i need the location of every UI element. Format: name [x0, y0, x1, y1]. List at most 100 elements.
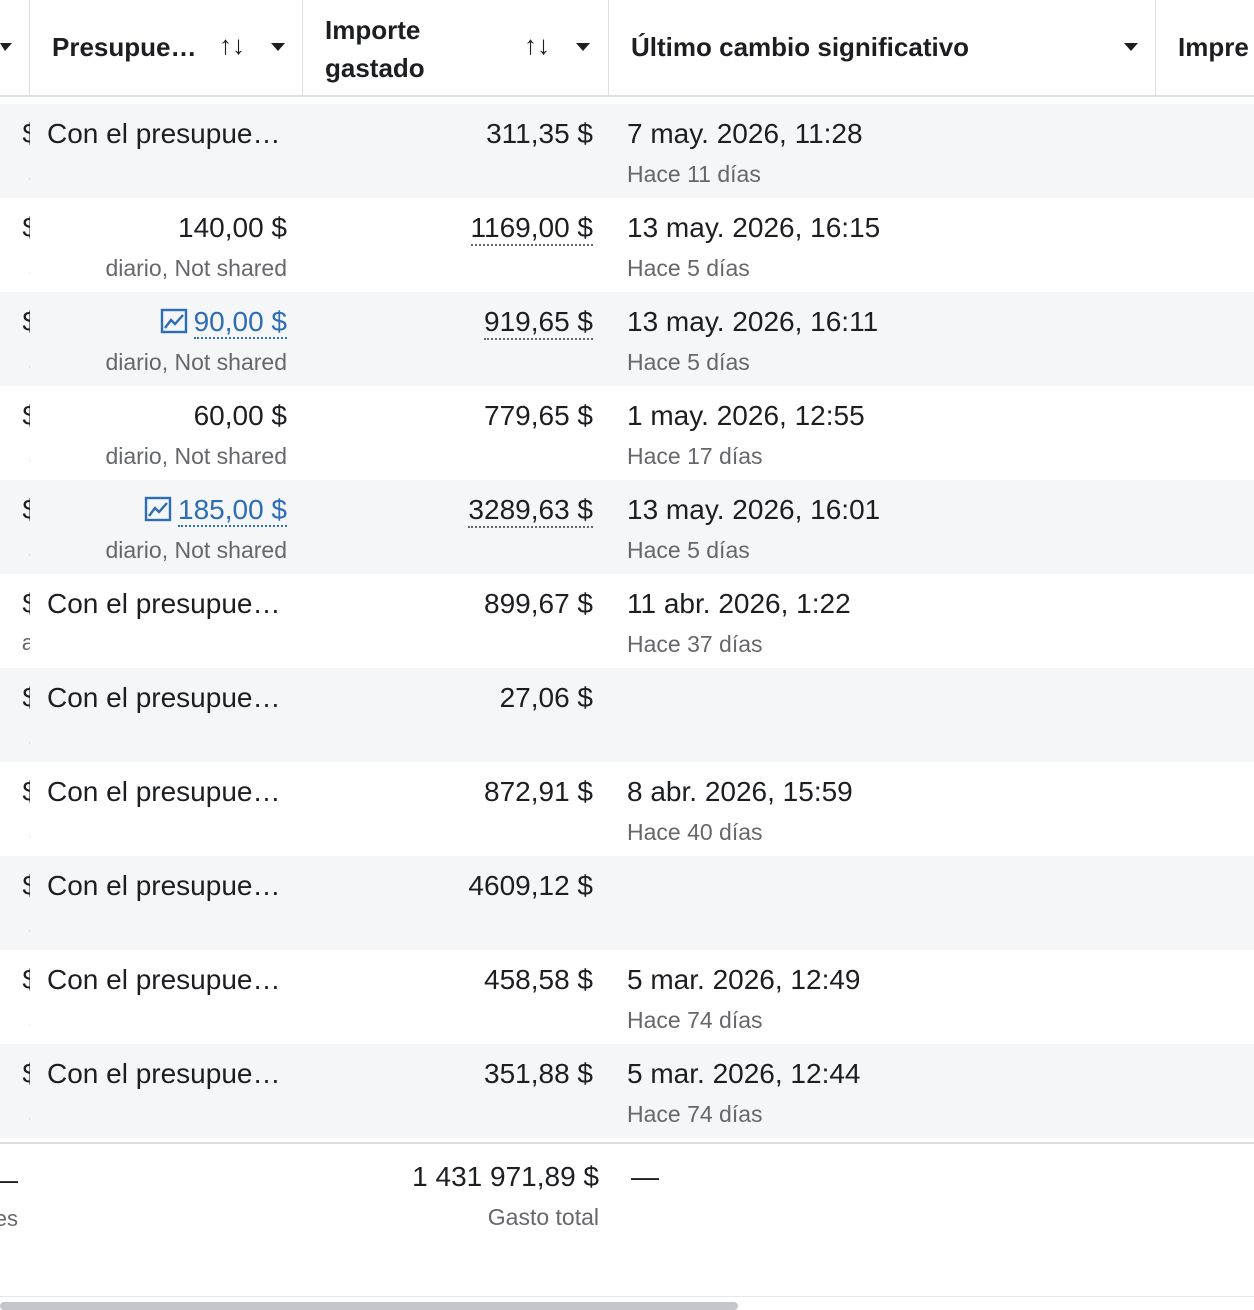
row-col-fragment: $. — [0, 386, 30, 480]
row-col-budget: 140,00 $ diario, Not shared — [31, 198, 303, 292]
row-col-spent: 311,35 $ — [304, 104, 609, 198]
spent-value: 779,65 $ — [484, 400, 593, 431]
footer-left-sub: es — [0, 1206, 18, 1231]
header-col-budget[interactable]: Presupue… ↑↓ — [31, 0, 303, 95]
row-col-change: 1 may. 2026, 12:55 Hace 17 días — [610, 386, 1156, 480]
left-fragment-sub: . — [28, 348, 30, 374]
row-col-fragment: $. — [0, 198, 30, 292]
row-col-impressions — [1157, 1044, 1254, 1138]
spent-value[interactable]: 919,65 $ — [484, 306, 593, 340]
change-relative: Hace 5 días — [627, 255, 750, 281]
row-col-spent: 899,67 $ — [304, 574, 609, 668]
chevron-down-icon[interactable] — [1124, 43, 1138, 51]
change-date: 8 abr. 2026, 15:59 — [627, 776, 853, 807]
change-date: 5 mar. 2026, 12:49 — [627, 964, 861, 995]
table-row[interactable]: $. Con el presupue… 872,91 $ 8 abr. 2026, 1… — [0, 762, 1254, 856]
row-col-change: 13 may. 2026, 16:11 Hace 5 días — [610, 292, 1156, 386]
budget-value[interactable]: 185,00 $ — [178, 494, 287, 527]
left-fragment-sub: . — [28, 912, 30, 938]
budget-value[interactable]: 90,00 $ — [193, 306, 287, 339]
chevron-down-icon[interactable] — [271, 43, 285, 51]
budget-value: 140,00 $ — [178, 212, 287, 243]
header-col-impressions[interactable]: Impre — [1157, 0, 1254, 95]
header-col-spent[interactable]: Importe gastado ↑↓ — [304, 0, 609, 95]
trend-chart-icon[interactable] — [160, 308, 188, 334]
left-fragment-sub: . — [28, 160, 30, 186]
spent-value: 351,88 $ — [484, 1058, 593, 1089]
header-change-label[interactable]: Último cambio significativo — [631, 32, 970, 62]
sort-icon[interactable]: ↑↓ — [219, 30, 245, 60]
row-col-impressions — [1157, 480, 1254, 574]
table-header: Presupue… ↑↓ Importe gastado ↑↓ Último c… — [0, 0, 1254, 97]
left-fragment-value: $ — [22, 212, 30, 244]
row-col-spent: 4609,12 $ — [304, 856, 609, 950]
change-date: 13 may. 2026, 16:11 — [627, 306, 879, 337]
row-col-impressions — [1157, 950, 1254, 1044]
change-date: 1 may. 2026, 12:55 — [627, 400, 865, 431]
left-fragment-value: $ — [22, 682, 30, 714]
row-col-impressions — [1157, 668, 1254, 762]
row-col-budget: Con el presupue… — [31, 668, 303, 762]
change-date: 7 may. 2026, 11:28 — [627, 118, 863, 149]
row-col-impressions — [1157, 198, 1254, 292]
table-row[interactable]: $. Con el presupue… 4609,12 $ — [0, 856, 1254, 950]
header-impressions-label[interactable]: Impre — [1178, 32, 1249, 62]
change-relative: Hace 74 días — [627, 1101, 763, 1127]
chevron-down-icon[interactable] — [576, 43, 590, 51]
budget-value-link[interactable]: 185,00 $ — [144, 494, 287, 527]
left-fragment-value: $ — [22, 400, 30, 432]
row-col-budget: 60,00 $ diario, Not shared — [31, 386, 303, 480]
budget-value-link[interactable]: 90,00 $ — [160, 306, 287, 339]
sort-icon[interactable]: ↑↓ — [524, 30, 550, 60]
spent-value[interactable]: 1169,00 $ — [470, 212, 593, 246]
row-col-spent: 351,88 $ — [304, 1044, 609, 1138]
header-spent-label-line1[interactable]: Importe — [325, 15, 421, 45]
change-date: 11 abr. 2026, 1:22 — [627, 588, 851, 619]
spent-value[interactable]: 3289,63 $ — [468, 494, 593, 528]
row-col-change: 7 may. 2026, 11:28 Hace 11 días — [610, 104, 1156, 198]
left-fragment-value: $ — [22, 964, 30, 996]
row-col-budget: Con el presupue… — [31, 762, 303, 856]
spent-value: 4609,12 $ — [468, 870, 593, 901]
row-col-budget: Con el presupue… — [31, 574, 303, 668]
spent-value: 458,58 $ — [484, 964, 593, 995]
change-date: 5 mar. 2026, 12:44 — [627, 1058, 861, 1089]
left-fragment-value: $ — [22, 870, 30, 902]
change-relative: Hace 74 días — [627, 1007, 763, 1033]
row-col-fragment: $. — [0, 104, 30, 198]
change-relative: Hace 17 días — [627, 443, 763, 469]
chevron-down-icon[interactable] — [0, 43, 12, 51]
budget-sub: diario, Not shared — [105, 255, 287, 281]
budget-value: Con el presupue… — [47, 964, 281, 995]
budget-sub: diario, Not shared — [105, 443, 287, 469]
table-row[interactable]: $. 140,00 $ diario, Not shared 1169,00 $ 13 … — [0, 198, 1254, 292]
table-row[interactable]: $. 185,00 $ diario, Not shared 3289,63 $ 13 … — [0, 480, 1254, 574]
table-row[interactable]: $. Con el presupue… 311,35 $ 7 may. 2026, 1… — [0, 104, 1254, 198]
row-col-change: 13 may. 2026, 16:01 Hace 5 días — [610, 480, 1156, 574]
table-row[interactable]: $. Con el presupue… 351,88 $ 5 mar. 2026, 1… — [0, 1044, 1254, 1138]
table-row[interactable]: $. 60,00 $ diario, Not shared 779,65 $ 1 may… — [0, 386, 1254, 480]
table-row[interactable]: $. 90,00 $ diario, Not shared 919,65 $ 13 ma… — [0, 292, 1254, 386]
row-col-fragment: $. — [0, 950, 30, 1044]
budget-value: Con el presupue… — [47, 682, 281, 713]
header-budget-label[interactable]: Presupue… — [52, 32, 197, 62]
row-col-fragment: $. — [0, 292, 30, 386]
row-col-change: 8 abr. 2026, 15:59 Hace 40 días — [610, 762, 1156, 856]
left-fragment-value: $ — [22, 1058, 30, 1090]
budget-sub: diario, Not shared — [105, 537, 287, 563]
trend-chart-icon[interactable] — [144, 496, 172, 522]
budget-value: Con el presupue… — [47, 776, 281, 807]
left-fragment-value: $ — [22, 118, 30, 150]
row-col-spent: 1169,00 $ — [304, 198, 609, 292]
horizontal-scrollbar-thumb[interactable] — [0, 1302, 738, 1310]
row-col-spent: 779,65 $ — [304, 386, 609, 480]
table-row[interactable]: $. Con el presupue… 458,58 $ 5 mar. 2026, 1… — [0, 950, 1254, 1044]
budget-value: 60,00 $ — [193, 400, 287, 431]
header-col-fragment[interactable] — [0, 0, 30, 95]
change-date: 13 may. 2026, 16:15 — [627, 212, 881, 243]
header-col-last-change[interactable]: Último cambio significativo — [610, 0, 1156, 95]
left-fragment-value: $ — [22, 306, 30, 338]
table-row[interactable]: $. Con el presupue… 27,06 $ — [0, 668, 1254, 762]
header-spent-label-line2[interactable]: gastado — [325, 53, 425, 83]
